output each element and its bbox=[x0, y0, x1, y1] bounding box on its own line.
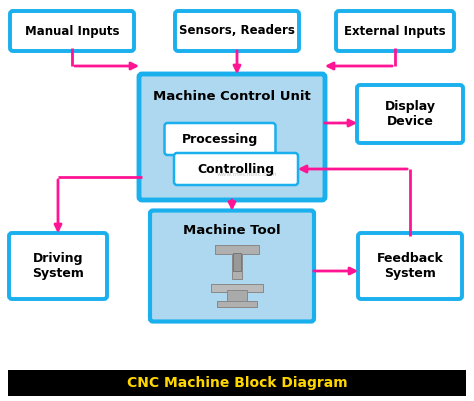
Text: CNC Machine Block Diagram: CNC Machine Block Diagram bbox=[127, 376, 347, 390]
Text: Sensors, Readers: Sensors, Readers bbox=[179, 24, 295, 38]
Bar bbox=[227, 290, 247, 302]
Bar bbox=[215, 245, 259, 254]
Text: Feedback
System: Feedback System bbox=[376, 252, 444, 280]
Text: Processing: Processing bbox=[182, 132, 258, 146]
FancyBboxPatch shape bbox=[336, 11, 454, 51]
Bar bbox=[233, 253, 241, 271]
Bar bbox=[232, 247, 242, 279]
Text: Machine Tool: Machine Tool bbox=[183, 225, 281, 237]
Bar bbox=[8, 370, 466, 396]
Text: Machine Control Unit: Machine Control Unit bbox=[153, 91, 311, 103]
FancyBboxPatch shape bbox=[164, 123, 275, 155]
FancyBboxPatch shape bbox=[9, 233, 107, 299]
Text: Controlling: Controlling bbox=[198, 162, 274, 176]
Text: Manual Inputs: Manual Inputs bbox=[25, 24, 119, 38]
FancyBboxPatch shape bbox=[150, 211, 314, 322]
Bar bbox=[217, 301, 257, 307]
Text: Driving
System: Driving System bbox=[32, 252, 84, 280]
FancyBboxPatch shape bbox=[175, 11, 299, 51]
Text: Display
Device: Display Device bbox=[384, 100, 436, 128]
Text: External Inputs: External Inputs bbox=[344, 24, 446, 38]
FancyBboxPatch shape bbox=[357, 85, 463, 143]
FancyBboxPatch shape bbox=[139, 74, 325, 200]
Bar bbox=[211, 284, 263, 292]
FancyBboxPatch shape bbox=[10, 11, 134, 51]
FancyBboxPatch shape bbox=[174, 153, 298, 185]
Text: www.mecholic.com: www.mecholic.com bbox=[217, 172, 277, 178]
FancyBboxPatch shape bbox=[358, 233, 462, 299]
